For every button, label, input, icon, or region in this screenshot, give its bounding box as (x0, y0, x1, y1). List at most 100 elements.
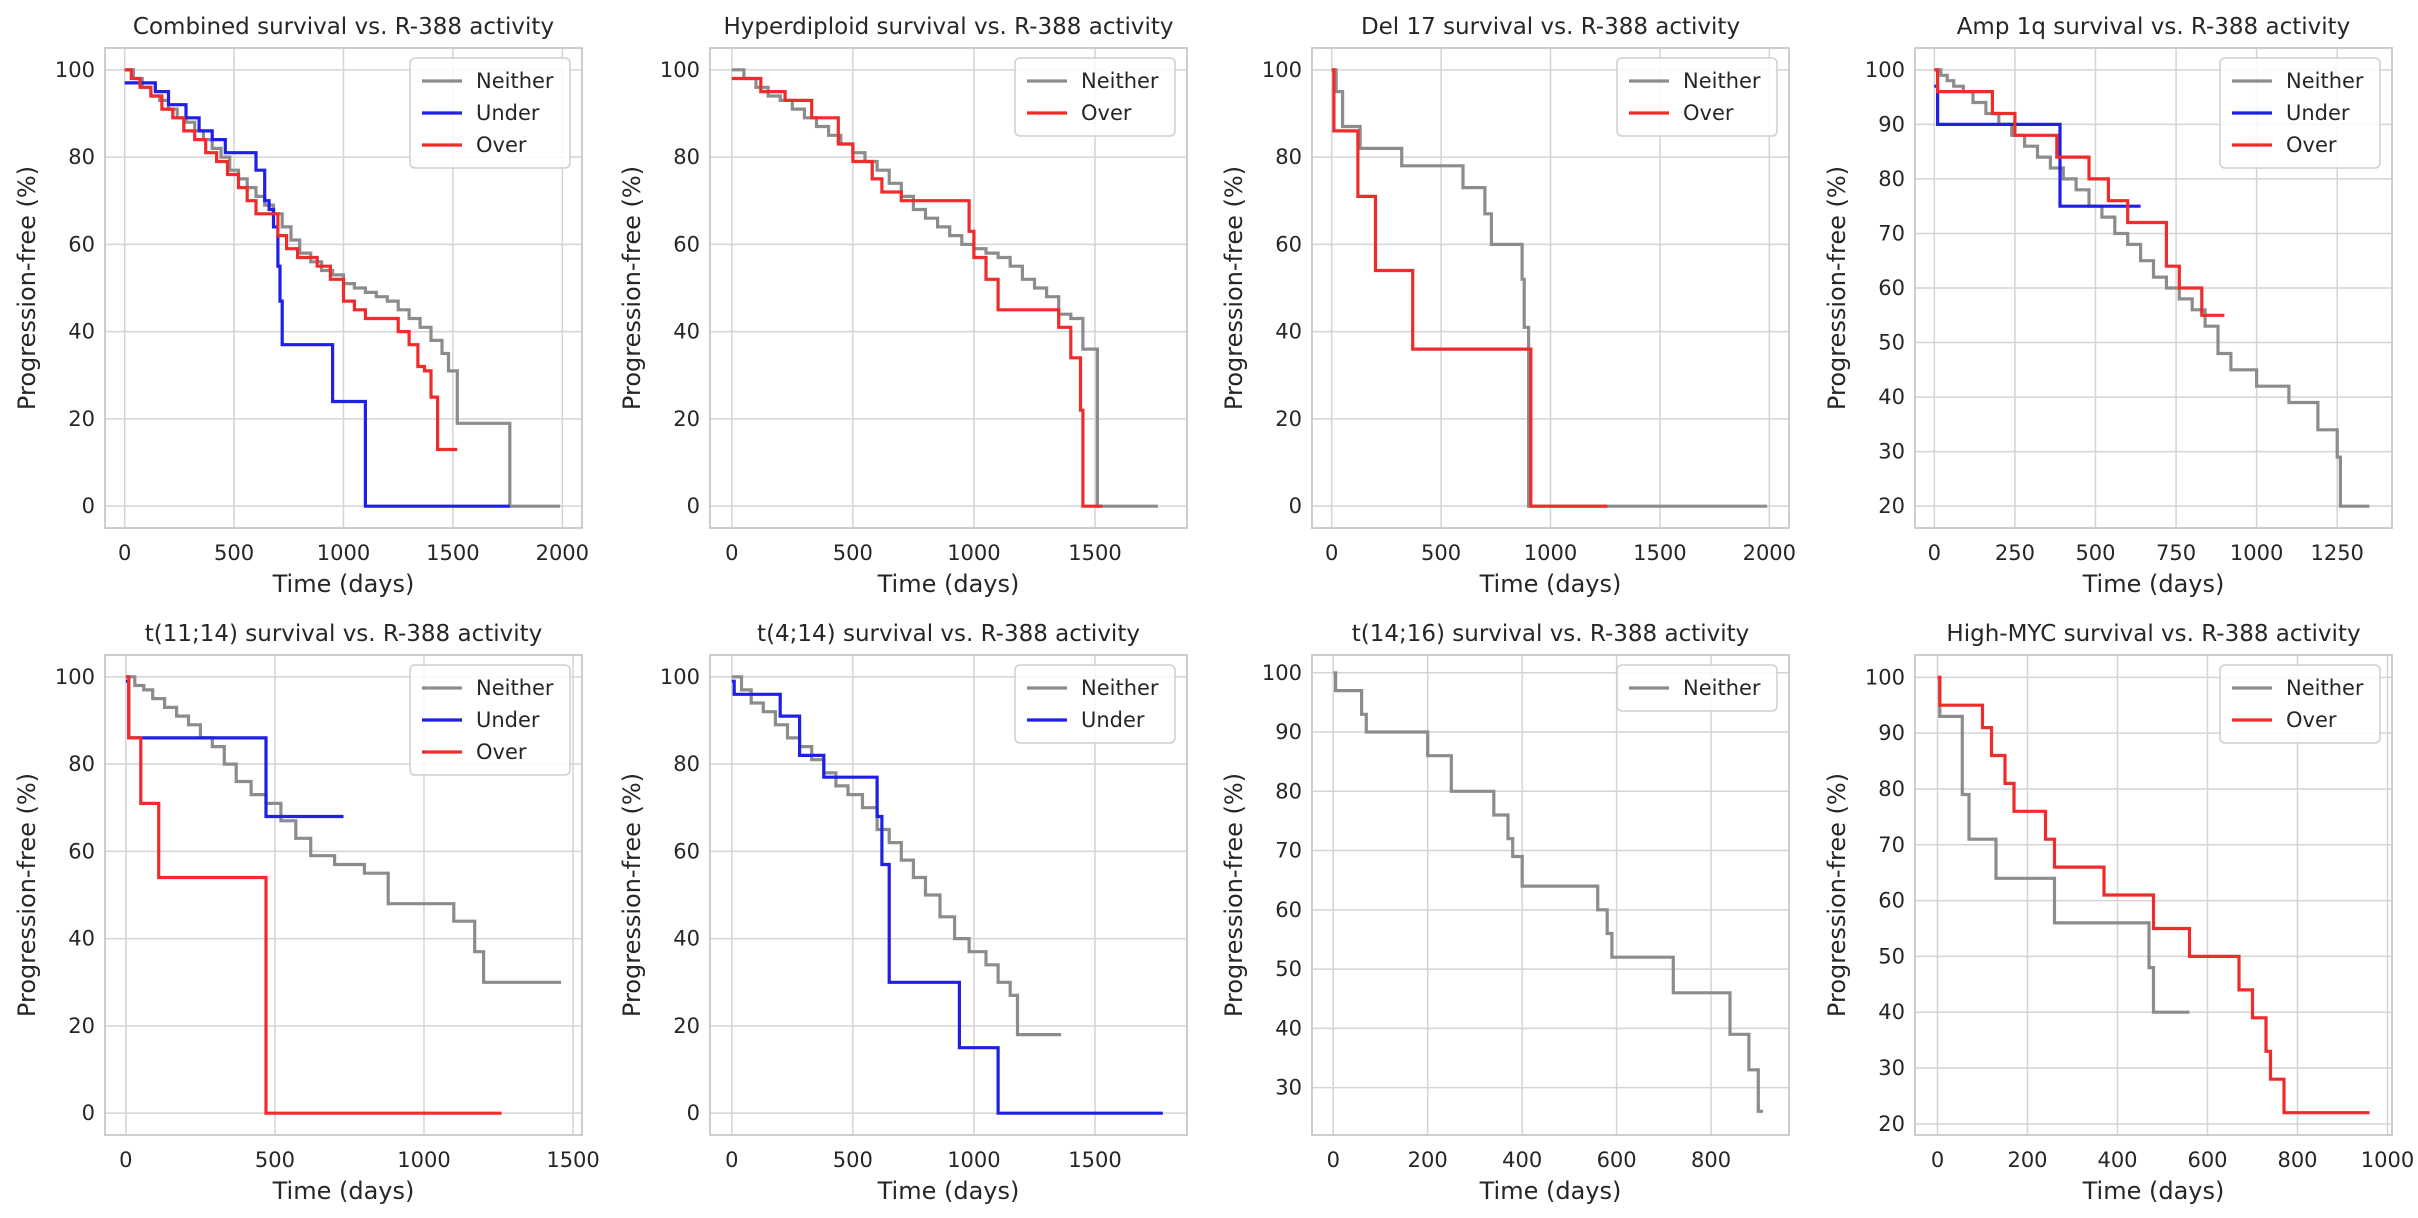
y-tick-label: 90 (1275, 720, 1302, 744)
series-line-over (125, 675, 502, 1115)
legend: Neither Under Over (409, 57, 571, 169)
series-line-under (125, 679, 344, 819)
series-line-over (1331, 68, 1608, 508)
x-axis-label: Time (days) (877, 1177, 1020, 1205)
x-tick-label: 800 (2277, 1148, 2317, 1172)
y-tick-label: 40 (1275, 1016, 1302, 1040)
x-tick-label: 1000 (317, 541, 370, 565)
legend-label-over: Over (476, 133, 527, 157)
legend-box (2219, 664, 2381, 744)
y-tick-label: 40 (1878, 1000, 1905, 1024)
y-tick-label: 30 (1878, 440, 1905, 464)
y-tick-label: 70 (1878, 221, 1905, 245)
legend-label-over: Over (2286, 133, 2337, 157)
plot-frame (104, 654, 583, 1136)
legend-box (1014, 664, 1176, 744)
legend: Neither Over (1616, 57, 1778, 137)
series-line-neither (731, 675, 1062, 1037)
legend: Neither Under Over (409, 664, 571, 776)
series-line-neither (1934, 68, 2370, 508)
x-tick-label: 1500 (1068, 1148, 1121, 1172)
y-tick-label: 60 (1275, 232, 1302, 256)
y-tick-label: 70 (1275, 839, 1302, 863)
y-tick-label: 80 (1878, 167, 1905, 191)
x-tick-label: 2000 (1743, 541, 1796, 565)
y-tick-label: 0 (687, 494, 700, 518)
legend-label-neither: Neither (2286, 69, 2364, 93)
y-tick-label: 90 (1878, 721, 1905, 745)
y-axis-label: Progression-free (%) (1823, 773, 1851, 1017)
x-tick-label: 0 (1928, 541, 1941, 565)
y-tick-label: 80 (1275, 779, 1302, 803)
y-tick-label: 60 (1878, 889, 1905, 913)
y-tick-label: 20 (68, 407, 95, 431)
x-tick-label: 0 (725, 1148, 738, 1172)
y-tick-label: 40 (1275, 320, 1302, 344)
y-tick-label: 60 (673, 232, 700, 256)
legend-label-neither: Neither (1081, 676, 1159, 700)
legend-label-neither: Neither (2286, 676, 2364, 700)
y-tick-label: 100 (1262, 661, 1302, 685)
x-tick-label: 1000 (397, 1148, 450, 1172)
plot-frame (1311, 47, 1790, 529)
x-axis-label: Time (days) (1479, 570, 1622, 598)
legend-box (1014, 57, 1176, 137)
y-tick-label: 0 (82, 1101, 95, 1125)
legend-label-neither: Neither (1683, 69, 1761, 93)
chart-panel-4: 0 250 500 750 1000 1250 20 30 40 50 60 70 80 90 100 Amp… (1823, 14, 2393, 598)
chart-title: Amp 1q survival vs. R-388 activity (1957, 14, 2351, 40)
x-tick-label: 500 (255, 1148, 295, 1172)
x-tick-label: 0 (1327, 1148, 1340, 1172)
legend-box (1616, 57, 1778, 137)
legend-box (1616, 664, 1778, 712)
series-line-over (1937, 675, 2370, 1115)
plot-frame (709, 47, 1188, 529)
y-axis-label: Progression-free (%) (13, 773, 41, 1017)
chart-title: Combined survival vs. R-388 activity (133, 14, 554, 40)
y-tick-label: 80 (68, 752, 95, 776)
y-tick-label: 20 (68, 1014, 95, 1038)
legend-label-under: Under (1081, 708, 1145, 732)
legend-label-neither: Neither (476, 676, 554, 700)
legend-label-neither: Neither (1683, 676, 1761, 700)
x-tick-label: 500 (833, 1148, 873, 1172)
x-tick-label: 1000 (947, 541, 1000, 565)
plot-frame (1311, 654, 1790, 1136)
chart-panel-8: 0 200 400 600 800 1000 20 30 40 50 60 70 80 90 100 High… (1823, 621, 2414, 1205)
x-tick-label: 1000 (1524, 541, 1577, 565)
y-tick-label: 60 (68, 232, 95, 256)
series-line-neither (125, 675, 562, 984)
x-tick-label: 800 (1691, 1148, 1731, 1172)
legend-box (409, 57, 571, 169)
x-tick-label: 0 (1325, 541, 1338, 565)
series-line-neither (1333, 671, 1763, 1113)
legend: Neither Over (2219, 664, 2381, 744)
chart-title: t(14;16) survival vs. R-388 activity (1352, 621, 1750, 647)
y-tick-label: 40 (68, 927, 95, 951)
chart-title: t(4;14) survival vs. R-388 activity (757, 621, 1140, 647)
x-tick-label: 400 (1502, 1148, 1542, 1172)
x-tick-label: 0 (119, 1148, 132, 1172)
y-axis-label: Progression-free (%) (1220, 166, 1248, 410)
y-tick-label: 100 (660, 665, 700, 689)
y-tick-label: 20 (673, 1014, 700, 1038)
y-tick-label: 80 (68, 145, 95, 169)
y-tick-label: 0 (1289, 494, 1302, 518)
plot-frame (104, 47, 583, 529)
y-tick-label: 100 (1262, 58, 1302, 82)
legend-label-under: Under (2286, 101, 2350, 125)
x-tick-label: 1500 (1633, 541, 1686, 565)
y-tick-label: 20 (673, 407, 700, 431)
x-tick-label: 200 (1408, 1148, 1448, 1172)
chart-title: t(11;14) survival vs. R-388 activity (145, 621, 543, 647)
x-tick-label: 0 (118, 541, 131, 565)
y-tick-label: 60 (673, 839, 700, 863)
legend: Neither Under Over (2219, 57, 2381, 169)
x-tick-label: 500 (1421, 541, 1461, 565)
y-tick-label: 20 (1878, 494, 1905, 518)
x-tick-label: 250 (1995, 541, 2035, 565)
legend: Neither Over (1014, 57, 1176, 137)
y-tick-label: 100 (55, 665, 95, 689)
y-axis-label: Progression-free (%) (618, 773, 646, 1017)
